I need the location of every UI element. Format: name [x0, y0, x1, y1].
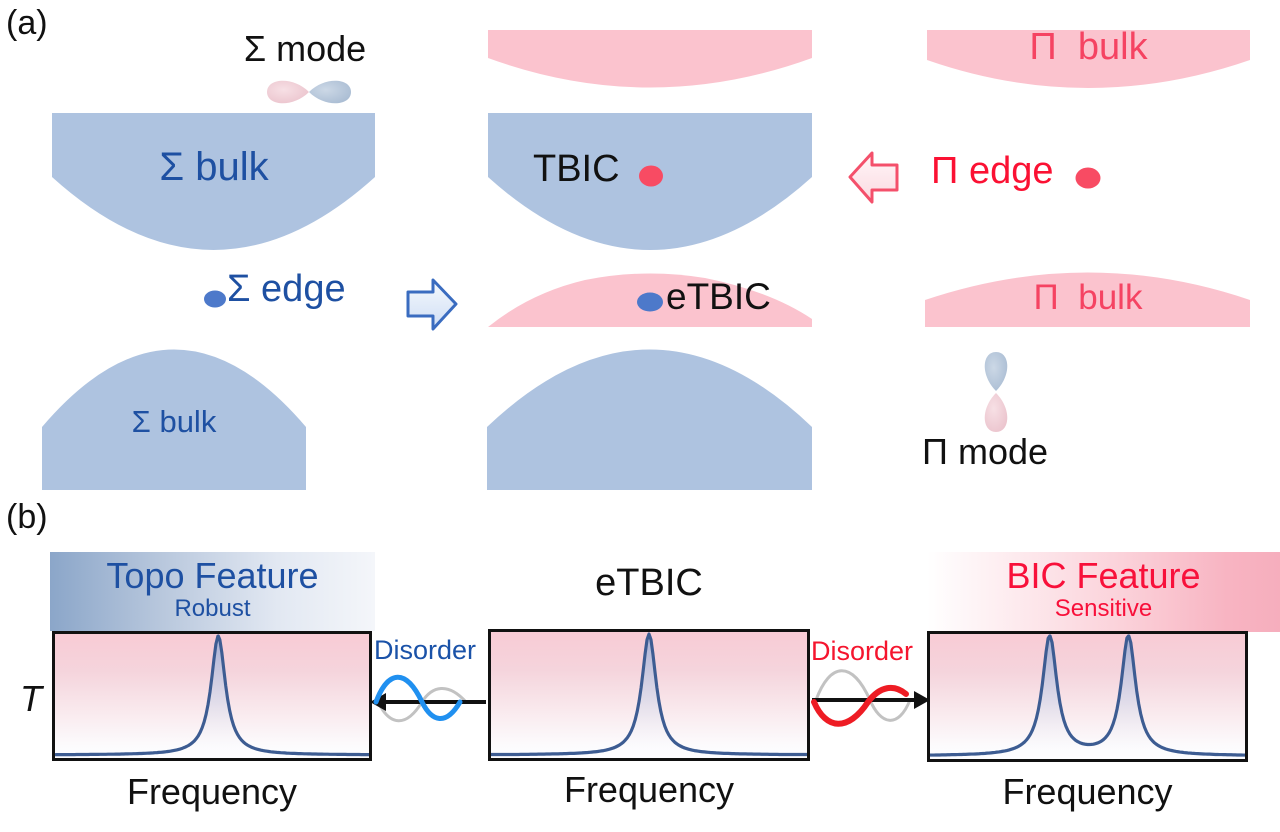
sigma-mode-label: Σ mode [243, 28, 367, 69]
topo-feature-subtitle: Robust [174, 595, 251, 622]
frequency-label-right: Frequency [1002, 771, 1173, 812]
tbic-dot-icon [639, 165, 663, 187]
sigma-bulk-lower-band [42, 349, 306, 490]
bic-feature-banner: BIC Feature Sensitive [927, 552, 1280, 632]
bic-transmission-spectrum [930, 634, 1245, 757]
pi-bulk-upper-label: Π bulk [1029, 26, 1148, 68]
etbic-dot-icon [637, 292, 663, 312]
disorder-left-label: Disorder [374, 635, 477, 665]
right-block-arrow-icon [406, 278, 458, 331]
bic-feature-title: BIC Feature [1006, 555, 1201, 596]
frequency-label-center: Frequency [563, 769, 735, 810]
disorder-left-arrow-icon [370, 674, 486, 723]
sigma-bulk-lower-label: Σ bulk [131, 404, 217, 439]
pi-mode-label: Π mode [922, 431, 1049, 472]
etbic-label: eTBIC [666, 276, 771, 317]
sigma-edge-dot-icon [204, 290, 226, 308]
topo-feature-title: Topo Feature [106, 555, 319, 596]
bic-feature-subtitle: Sensitive [1054, 595, 1153, 622]
pi-bulk-lower-band [925, 272, 1250, 327]
etbic-transmission-spectrum [491, 632, 807, 757]
pi-bulk-upper-band [927, 30, 1250, 88]
topo-spectrum-box [52, 631, 372, 761]
disorder-right-arrow-icon [811, 669, 930, 727]
transmission-axis-label: T [20, 678, 42, 719]
panel-a-canvas [42, 30, 1250, 490]
left-block-arrow-icon [848, 151, 899, 204]
etbic-spectrum-box [488, 629, 810, 761]
tbic-label: TBIC [533, 148, 620, 190]
sigma-bulk-middle-lower-band [487, 349, 812, 490]
sigma-mode-orbital-icon [267, 80, 351, 104]
pi-edge-label: Π edge [931, 150, 1054, 192]
pi-mode-orbital-icon [984, 352, 1008, 432]
topo-feature-banner: Topo Feature Robust [50, 552, 375, 631]
panel-b-label: (b) [6, 498, 48, 536]
sigma-edge-label: Σ edge [227, 268, 346, 310]
etbic-spectrum-title: eTBIC [595, 562, 703, 604]
sigma-bulk-upper-label: Σ bulk [159, 145, 269, 189]
pi-band-top-middle [488, 30, 812, 88]
sigma-bulk-upper-band [52, 113, 375, 250]
pi-edge-dot-icon [1075, 167, 1101, 189]
topo-transmission-spectrum [54, 634, 369, 757]
disorder-right-label: Disorder [811, 636, 914, 666]
panel-a-label: (a) [6, 4, 48, 42]
bic-spectrum-box [927, 631, 1248, 762]
pi-bulk-lower-label: Π bulk [1033, 278, 1143, 317]
frequency-label-left: Frequency [126, 771, 298, 812]
